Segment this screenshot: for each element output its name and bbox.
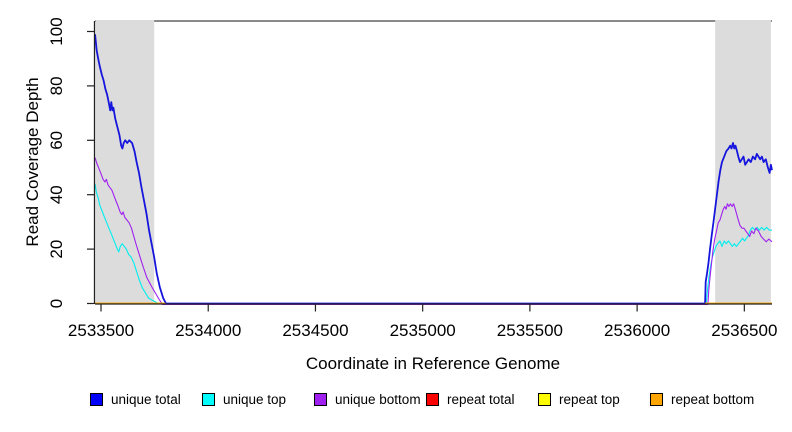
legend-label: unique top bbox=[223, 392, 287, 407]
series-line-unique-total bbox=[95, 34, 773, 305]
y-tick-label: 40 bbox=[47, 185, 66, 204]
legend-swatch-icon bbox=[538, 393, 551, 406]
y-tick-label: 100 bbox=[47, 17, 66, 45]
series-lines bbox=[95, 34, 773, 305]
legend-swatch-icon bbox=[314, 393, 327, 406]
repeat-region-shading bbox=[715, 20, 771, 303]
legend-label: unique bottom bbox=[335, 392, 421, 407]
y-axis-title: Read Coverage Depth bbox=[23, 77, 42, 246]
plot-frame: 2533500 2534000 2534500 2535000 2535500 25360… bbox=[47, 17, 777, 340]
legend-item-unique-top: unique top bbox=[202, 392, 314, 407]
y-tick-label: 80 bbox=[47, 76, 66, 95]
y-tick-label: 20 bbox=[47, 240, 66, 259]
y-tick-label: 60 bbox=[47, 131, 66, 150]
legend-item-repeat-top: repeat top bbox=[538, 392, 650, 407]
x-tick-label: 2533500 bbox=[68, 321, 134, 340]
legend-label: repeat bottom bbox=[671, 392, 755, 407]
legend-swatch-icon bbox=[202, 393, 215, 406]
legend-item-repeat-bottom: repeat bottom bbox=[650, 392, 762, 407]
x-axis-title: Coordinate in Reference Genome bbox=[306, 354, 560, 372]
series-line-unique-top bbox=[95, 183, 772, 305]
legend-item-repeat-total: repeat total bbox=[426, 392, 538, 407]
legend-swatch-icon bbox=[650, 393, 663, 406]
legend-swatch-icon bbox=[426, 393, 439, 406]
plot-legend: unique total unique top unique bottom repea… bbox=[90, 392, 762, 407]
x-tick-label: 2535000 bbox=[390, 321, 456, 340]
x-tick-label: 2536500 bbox=[711, 321, 777, 340]
x-tick-label: 2536000 bbox=[604, 321, 670, 340]
repeat-region-shading bbox=[95, 20, 155, 303]
x-tick-label: 2534000 bbox=[175, 321, 241, 340]
coverage-plot: 2533500 2534000 2534500 2535000 2535500 25360… bbox=[23, 17, 777, 373]
y-tick-label: 0 bbox=[47, 299, 66, 308]
series-line-unique-bottom bbox=[95, 157, 773, 305]
x-tick-label: 2535500 bbox=[497, 321, 563, 340]
legend-label: unique total bbox=[111, 392, 181, 407]
legend-label: repeat total bbox=[447, 392, 515, 407]
legend-label: repeat top bbox=[559, 392, 620, 407]
x-tick-label: 2534500 bbox=[282, 321, 348, 340]
legend-item-unique-bottom: unique bottom bbox=[314, 392, 426, 407]
legend-swatch-icon bbox=[90, 393, 103, 406]
legend-item-unique-total: unique total bbox=[90, 392, 202, 407]
